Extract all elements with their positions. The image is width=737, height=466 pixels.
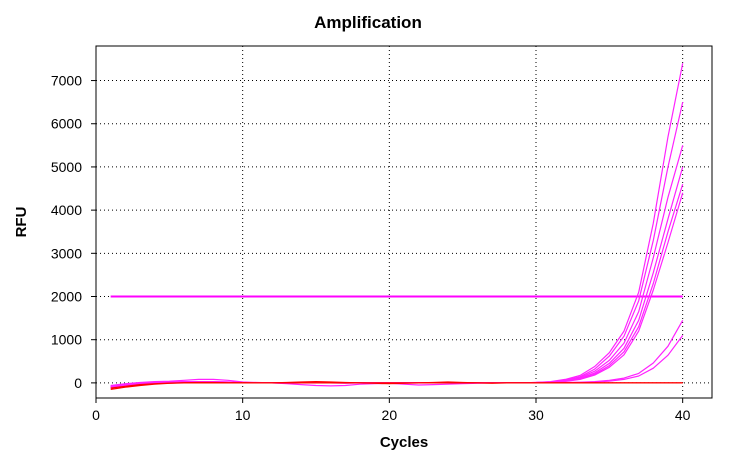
series-line: [110, 63, 684, 387]
series-line: [110, 166, 684, 388]
tick-layer: 0 10 20 30 40 0 1000 2000 3000 4000 5000 6000 7000: [51, 73, 691, 423]
x-tick-label: 0: [92, 407, 100, 423]
y-tick-label: 0: [74, 375, 82, 391]
chart-title: Amplification: [314, 13, 422, 32]
x-tick-label: 20: [382, 407, 398, 423]
plot-frame: [95, 45, 713, 399]
y-tick-label: 5000: [51, 159, 82, 175]
x-tick-label: 10: [235, 407, 251, 423]
x-axis-label: Cycles: [380, 434, 428, 451]
grid-layer: [96, 46, 712, 398]
series-line: [110, 192, 684, 389]
series-line: [110, 145, 684, 388]
series-line: [110, 320, 684, 388]
y-axis-label: RFU: [13, 207, 30, 238]
series-layer: [110, 63, 684, 390]
y-tick-label: 3000: [51, 245, 82, 261]
y-tick-label: 1000: [51, 332, 82, 348]
x-tick-label: 30: [528, 407, 544, 423]
series-line: [110, 335, 684, 387]
y-tick-label: 6000: [51, 116, 82, 132]
y-tick-label: 7000: [51, 73, 82, 89]
x-tick-label: 40: [675, 407, 691, 423]
series-line: [110, 381, 683, 389]
y-tick-label: 4000: [51, 202, 82, 218]
series-line: [110, 184, 684, 387]
y-tick-label: 2000: [51, 289, 82, 305]
series-line: [110, 101, 684, 387]
